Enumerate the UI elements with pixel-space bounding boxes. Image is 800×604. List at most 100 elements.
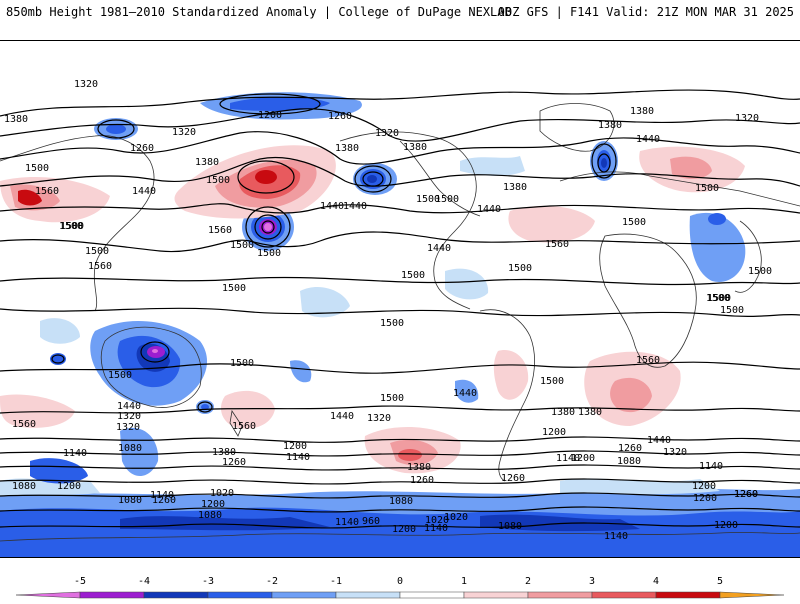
contour-label: 1260 [618,443,642,454]
contour-label: 1500 [695,183,719,194]
colorbar-swatch [719,591,785,599]
contour-label: 1260 [501,473,525,484]
contour-label: 1200 [692,481,716,492]
contour-label: 1500 [59,221,83,232]
contour-label: 1380 [407,462,431,473]
contour-label: 1320 [117,411,141,422]
contour-label: 1140 [286,452,310,463]
colorbar-swatch [399,591,465,599]
colorbar-tick-label: -2 [266,576,278,587]
contour-label: 1380 [578,407,602,418]
contour-label: 1440 [330,411,354,422]
contour-label: 1320 [116,422,140,433]
contour-label: 960 [362,516,380,527]
header-bar: 850mb Height 1981–2010 Standardized Anom… [0,0,800,40]
contour-label: 1020 [425,515,449,526]
contour-label: 1140 [604,531,628,542]
contour-label: 1500 [206,175,230,186]
colorbar-swatch [463,591,529,599]
map-panel: 1320 1380 1320 1260 1200 1260 1320 1380 … [0,40,800,558]
contour-label: 1200 [542,427,566,438]
contour-label: 1380 [503,182,527,193]
colorbar-legend: -5 -4 -3 -2 -1 0 1 2 3 4 5 [0,562,800,600]
colorbar-swatch [143,591,209,599]
contour-label: 1500 [707,293,731,304]
contour-label: 1320 [663,447,687,458]
contour-label: 1260 [734,489,758,500]
contour-label: 1260 [130,143,154,154]
contour-label: 1380 [195,157,219,168]
contour-label: 1080 [498,521,522,532]
contour-label: 1080 [118,443,142,454]
contour-label: 1200 [714,520,738,531]
contour-label: 1500 [60,221,84,232]
colorbar-swatches [15,591,785,599]
colorbar-tick-label: 0 [397,576,403,587]
contour-label: 1320 [367,413,391,424]
contour-label: 1500 [230,358,254,369]
contour-label: 1560 [636,355,660,366]
contour-label: 1560 [232,421,256,432]
colorbar-tick-label: 2 [525,576,531,587]
contour-label: 1500 [230,240,254,251]
contour-label: 1140 [699,461,723,472]
contour-label: 1200 [571,453,595,464]
contour-label: 1260 [222,457,246,468]
colorbar-svg: -5 -4 -3 -2 -1 0 1 2 3 4 5 [15,576,785,599]
model-run-label: 00Z GFS | F141 Valid: 21Z MON MAR 31 202… [497,5,794,19]
contour-label: 1380 [403,142,427,153]
contour-label: 1500 [401,270,425,281]
contour-label: 1380 [551,407,575,418]
map-title: 850mb Height 1981–2010 Standardized Anom… [6,5,512,19]
contour-labels: 1320 1380 1320 1260 1200 1260 1320 1380 … [4,79,772,542]
contour-label: 1200 [283,441,307,452]
coastlines [0,103,800,542]
contour-label: 1080 [198,510,222,521]
contour-label: 1440 [343,201,367,212]
contour-label: 1020 [444,512,468,523]
contour-label: 1140 [150,490,174,501]
contour-label: 1500 [222,283,246,294]
contour-label: 1440 [477,204,501,215]
contour-label: 1080 [118,495,142,506]
colorbar-tick-label: -4 [138,576,150,587]
contour-label: 1080 [12,481,36,492]
colorbar-swatch [15,591,81,599]
contour-label: 1560 [208,225,232,236]
contour-label: 1380 [212,447,236,458]
contour-label: 1200 [693,493,717,504]
colorbar-tick-label: -3 [202,576,214,587]
colorbar-tick-label: 4 [653,576,659,587]
contour-label: 1440 [453,388,477,399]
contour-label: 1200 [392,524,416,535]
contour-label: 1380 [630,106,654,117]
contour-label: 1140 [335,517,359,528]
contour-label: 1560 [88,261,112,272]
contour-label: 1200 [258,110,282,121]
contour-label: 1320 [172,127,196,138]
contour-label: 1500 [25,163,49,174]
contour-label: 1380 [4,114,28,125]
contour-label: 1440 [636,134,660,145]
colorbar-tick-label: 5 [717,576,723,587]
contour-label: 1260 [410,475,434,486]
contour-label: 1500 [748,266,772,277]
colorbar-tick-label: -5 [74,576,86,587]
contour-label: 1380 [335,143,359,154]
colorbar-swatch [591,591,657,599]
colorbar-tick-label: -1 [330,576,342,587]
contour-label: 1500 [108,370,132,381]
contour-label: 1500 [435,194,459,205]
contour-label: 1260 [734,489,758,500]
contour-label: 1260 [152,495,176,506]
contour-label: 1500 [622,217,646,228]
contour-label: 1500 [720,305,744,316]
anomaly-map: 1320 1380 1320 1260 1200 1260 1320 1380 … [0,79,800,557]
contour-label: 1260 [328,111,352,122]
colorbar-swatch [207,591,273,599]
contour-label: 1440 [427,243,451,254]
contour-label: 1140 [556,453,580,464]
contour-label: 1320 [74,79,98,90]
contour-label: 1500 [257,248,281,259]
contour-label: 1500 [85,246,109,257]
